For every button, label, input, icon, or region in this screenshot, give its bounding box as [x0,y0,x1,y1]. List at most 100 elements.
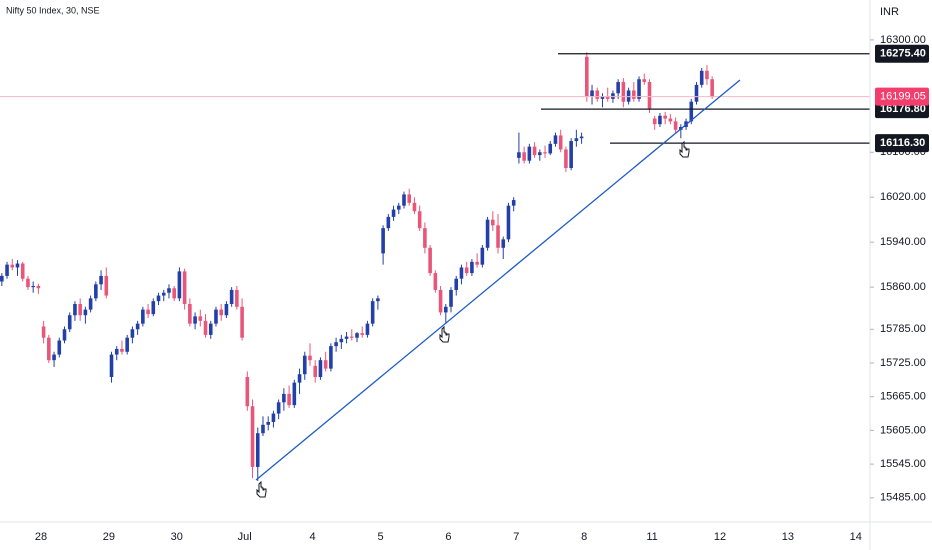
candle-body [0,275,4,282]
candle-body [517,152,521,158]
candle-body [585,56,589,97]
candle-body [480,247,485,265]
candle-body [214,309,218,324]
candle-body [433,273,438,290]
candle-body [370,301,375,324]
candle-body [208,323,213,335]
candle-body [329,346,333,369]
candle-body [543,152,547,154]
candle-body [104,275,109,296]
candle-body [198,316,203,321]
x-tick-label: Jul [238,531,252,543]
candle-body [52,354,56,361]
y-tick-label: 16020.00 [880,191,926,203]
candle-body [41,326,46,338]
y-tick-label: 15860.00 [880,281,926,293]
hand-icon [439,325,450,343]
candle-body [590,90,594,97]
candle-body [605,96,610,99]
candle-body [235,289,239,307]
candle-body [407,194,412,203]
candle-body [156,295,161,302]
candle-body [501,239,506,248]
hand-icon [256,480,267,498]
candle-body [506,205,511,240]
chart-title: Nifty 50 Index, 30, NSE [6,5,100,15]
candle-body [616,82,620,94]
candle-body [365,323,370,335]
candle-body [611,93,615,99]
candle-body [532,146,537,156]
candle-body [67,315,72,330]
plot-area: 28 29 30 Jul 4 5 6 7 8 11 12 13 14 [0,52,870,543]
candle-body [522,152,526,161]
candle-body [658,115,662,125]
level-label-box [875,44,929,63]
candle-body [642,79,647,83]
candle-body [538,152,542,156]
candle-body [130,329,135,338]
candle-body [57,340,62,355]
candle-body [255,433,260,467]
candle-body [20,263,25,279]
candle-body [402,194,406,206]
candle-body [454,278,459,290]
hand-icon [679,140,690,158]
candle-body [26,278,30,288]
candle-body [302,355,307,375]
candle-body [386,216,391,229]
y-tick-label: 15485.00 [880,492,926,504]
x-tick-label: 5 [377,531,383,543]
candle-body [5,264,9,276]
candle-body [62,329,67,341]
candle-body [574,138,579,142]
x-tick-label: 30 [171,531,183,543]
candle-body [313,365,318,378]
candle-body [308,355,312,361]
candle-body [496,225,500,248]
candle-body [490,219,495,226]
candle-body [376,298,380,302]
candle-body [219,309,223,316]
candle-body [600,96,605,99]
y-tick-label: 15605.00 [880,424,926,436]
level-label: 16116.30 [880,137,925,149]
candle-body [276,402,281,414]
candle-body [120,348,124,352]
candle-body [99,275,103,285]
candle-body [710,79,714,97]
y-tick-label: 15940.00 [880,236,926,248]
candle-body [161,292,166,296]
candle-body [417,211,422,229]
level-label-box [875,134,929,153]
candle-body [449,289,453,307]
candle-body [428,247,432,274]
candle-body [663,115,667,119]
candle-body [652,118,657,125]
trend-line [255,79,741,481]
x-tick-label: 7 [513,531,519,543]
x-tick-label: 4 [310,531,316,543]
candle-body [668,118,673,122]
candle-body [391,209,396,217]
candle-body [141,309,145,324]
candle-body [705,70,709,80]
candle-body [240,306,244,338]
candle-body [621,82,626,102]
candle-body [558,135,563,150]
candle-body [266,421,271,425]
candle-body [271,413,276,422]
candle-body [475,261,479,265]
candle-body [83,309,88,316]
candle-body [689,101,694,122]
candle-body [355,333,359,338]
y-tick-label: 15785.00 [880,323,926,335]
candle-body [125,337,129,352]
current-price-label: 16199.05 [880,91,926,103]
x-tick-label: 11 [646,531,657,543]
y-tick-label: 15665.00 [880,391,926,403]
currency: INR [880,6,899,18]
candle-body [459,267,464,279]
candle-body [470,261,474,274]
